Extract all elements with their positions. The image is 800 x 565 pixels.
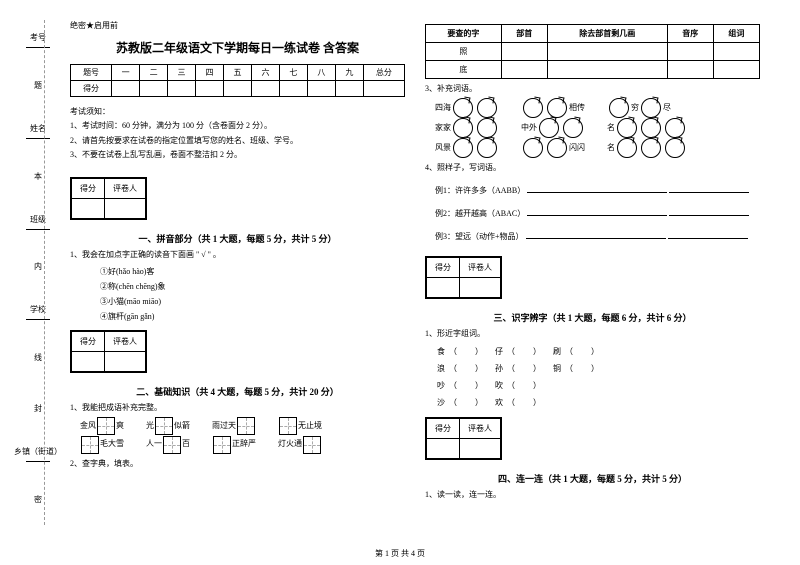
section-score-box: 得分评卷人 [70, 330, 147, 373]
left-column: 绝密★启用前 苏教版二年级语文下学期每日一练试卷 含答案 题号一二三四五六七八九… [60, 20, 415, 530]
page-footer: 第 1 页 共 4 页 [0, 548, 800, 559]
example-row: 例2：越开越高（ABAC） [435, 204, 760, 219]
side-char: 内 [34, 261, 42, 272]
side-char: 密 [34, 494, 42, 505]
word-fill-row: 家家 中外 名 [435, 118, 760, 138]
option-item: ①好(hǎo hào)客 [100, 264, 405, 279]
instruction-item: 1、考试时间：60 分钟，满分为 100 分（含卷面分 2 分）。 [70, 119, 405, 133]
section-1-title: 一、拼音部分（共 1 大题，每题 5 分，共计 5 分） [70, 232, 405, 245]
section-score-box: 得分评卷人 [70, 177, 147, 220]
side-field-school: 学校 [26, 304, 50, 320]
similar-char-table: 食（ ）仔（ ）刷（ ） 浪（ ）孙（ ）铜（ ） 吵（ ）吹（ ） 沙（ ）欢… [435, 343, 609, 411]
instruction-item: 2、请首先按要求在试卷的指定位置填写您的姓名、班级、学号。 [70, 134, 405, 148]
option-item: ③小猫(māo miāo) [100, 294, 405, 309]
instructions-heading: 考试须知： [70, 105, 405, 119]
idiom-fill-row: 金风爽 光似箭 雨过天 无止境 [80, 417, 405, 435]
idiom-fill-row: 毛大雪 人一百 正辞严 灯火通 [80, 435, 405, 453]
binding-sidebar: 考号 题 姓名 本 班级 内 学校 线 封 乡镇（街道） 密 [18, 20, 58, 525]
instruction-item: 3、不要在试卷上乱写乱画，卷面不整洁扣 2 分。 [70, 148, 405, 162]
question-text: 1、读一读，连一连。 [425, 489, 760, 500]
word-fill-row: 四海 相传 穷尽 [435, 98, 760, 118]
question-text: 1、我能把成语补充完整。 [70, 402, 405, 413]
pinyin-options: ①好(hǎo hào)客 ②称(chēn chēng)象 ③小猫(māo miā… [100, 264, 405, 325]
example-row: 例3：望远（动作+物品） [435, 227, 760, 242]
option-item: ②称(chēn chēng)象 [100, 279, 405, 294]
word-fill-row: 风景 闪闪 名 [435, 138, 760, 158]
side-field-name: 姓名 [26, 123, 50, 139]
question-text: 2、查字典，填表。 [70, 458, 405, 469]
example-row: 例1：许许多多（AABB） [435, 181, 760, 196]
sealing-line [44, 20, 45, 525]
option-item: ④旗杆(gān gǎn) [100, 309, 405, 324]
section-score-box: 得分评卷人 [425, 417, 502, 460]
section-2-title: 二、基础知识（共 4 大题，每题 5 分，共计 20 分） [70, 385, 405, 398]
section-4-title: 四、连一连（共 1 大题，每题 5 分，共计 5 分） [425, 472, 760, 485]
total-score-table: 题号一二三四五六七八九总分 得分 [70, 64, 405, 97]
exam-title: 苏教版二年级语文下学期每日一练试卷 含答案 [70, 39, 405, 56]
question-text: 3、补充词语。 [425, 83, 760, 94]
classification-label: 绝密★启用前 [70, 20, 405, 31]
side-char: 题 [34, 80, 42, 91]
right-column: 要查的字部首除去部首剩几画音序组词 照 底 3、补充词语。 四海 相传 穷尽 家… [415, 20, 770, 530]
side-char: 本 [34, 171, 42, 182]
side-char: 封 [34, 403, 42, 414]
side-char: 线 [34, 352, 42, 363]
question-text: 1、形近字组词。 [425, 328, 760, 339]
section-3-title: 三、识字辨字（共 1 大题，每题 6 分，共计 6 分） [425, 311, 760, 324]
question-text: 1、我会在加点字正确的读音下面画 " √ " 。 [70, 249, 405, 260]
side-field-kaohao: 考号 [26, 32, 50, 48]
side-field-town: 乡镇（街道） [14, 446, 62, 462]
question-text: 4、照样子，写词语。 [425, 162, 760, 173]
side-field-class: 班级 [26, 214, 50, 230]
section-score-box: 得分评卷人 [425, 256, 502, 299]
dictionary-table: 要查的字部首除去部首剩几画音序组词 照 底 [425, 24, 760, 79]
exam-instructions: 考试须知： 1、考试时间：60 分钟，满分为 100 分（含卷面分 2 分）。 … [70, 105, 405, 163]
